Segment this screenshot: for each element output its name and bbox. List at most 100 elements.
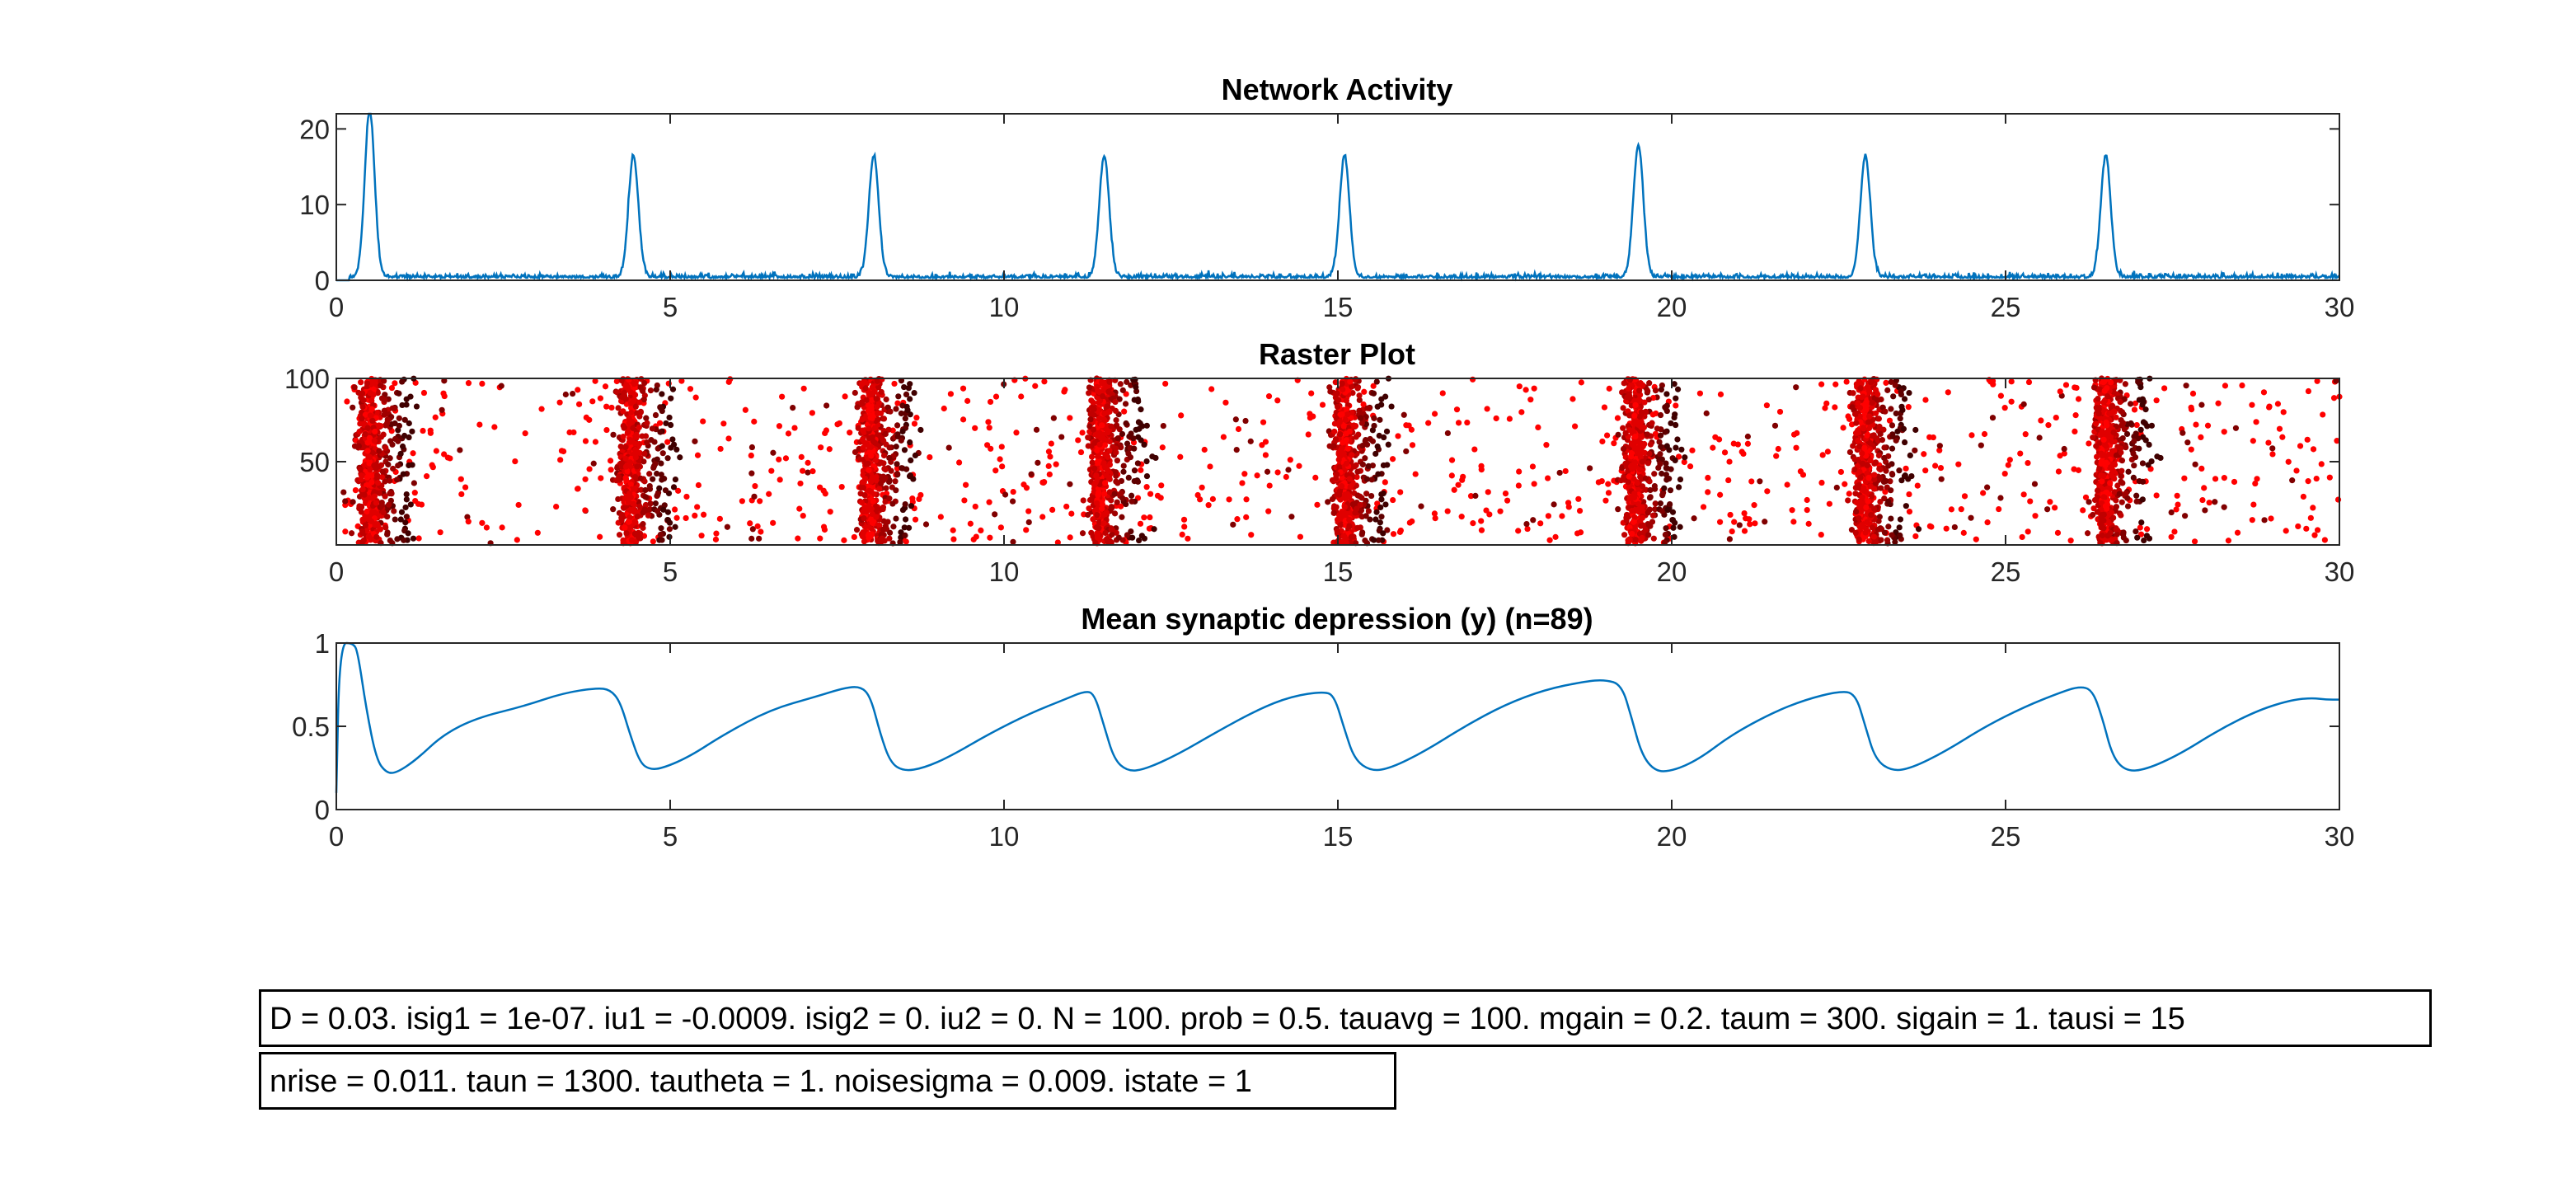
raster-spike xyxy=(637,475,644,481)
raster-spike xyxy=(1260,419,1267,425)
raster-spike xyxy=(902,516,909,523)
raster-spike xyxy=(1937,464,1945,472)
raster-spike xyxy=(1626,412,1633,419)
raster-spike xyxy=(1710,444,1716,451)
raster-spike xyxy=(1674,386,1682,392)
raster-spike xyxy=(1892,382,1898,388)
raster-spike xyxy=(560,448,567,455)
raster-spike xyxy=(865,407,871,414)
raster-spike xyxy=(512,458,518,465)
raster-spike xyxy=(1367,435,1373,443)
raster-spike xyxy=(1867,483,1874,490)
raster-spike xyxy=(1636,413,1643,420)
raster-spike xyxy=(391,508,397,514)
raster-spike xyxy=(1635,444,1642,451)
raster-spike xyxy=(1362,455,1368,462)
raster-spike xyxy=(1631,459,1639,466)
raster-spike xyxy=(2109,403,2116,410)
raster-spike xyxy=(1903,503,1909,509)
raster-spike xyxy=(2137,426,2144,433)
raster-spike xyxy=(1672,457,1678,464)
raster-spike xyxy=(1658,444,1664,450)
raster-spike xyxy=(439,406,445,413)
raster-spike xyxy=(1207,463,1213,470)
raster-spike xyxy=(1346,476,1353,482)
raster-spike xyxy=(861,514,867,522)
raster-spike xyxy=(1664,506,1671,514)
raster-spike xyxy=(652,411,659,419)
raster-spike xyxy=(1631,442,1637,449)
raster-spike xyxy=(1864,462,1871,469)
raster-spike xyxy=(687,386,694,392)
raster-spike xyxy=(868,397,875,404)
raster-spike xyxy=(1669,509,1677,515)
raster-spike xyxy=(2184,439,2191,446)
raster-spike xyxy=(622,383,629,389)
raster-spike xyxy=(1906,508,1913,515)
raster-spike xyxy=(1127,454,1134,461)
raster-spike xyxy=(437,529,443,536)
raster-spike xyxy=(1143,484,1150,491)
raster-spike xyxy=(359,528,366,534)
raster-spike xyxy=(673,446,680,453)
raster-spike xyxy=(522,430,528,437)
raster-spike xyxy=(348,530,355,537)
raster-spike xyxy=(1342,491,1349,498)
raster-spike xyxy=(1344,406,1350,412)
raster-spike xyxy=(1160,422,1166,430)
raster-spike xyxy=(1086,384,1093,391)
raster-spike xyxy=(1833,484,1840,491)
raster-spike xyxy=(670,484,678,491)
raster-spike xyxy=(2181,475,2188,481)
raster-spike xyxy=(586,466,593,472)
raster-spike xyxy=(1794,430,1800,436)
raster-spike xyxy=(2201,485,2208,491)
raster-spike xyxy=(1879,436,1886,444)
raster-spike xyxy=(409,428,415,434)
raster-spike xyxy=(1621,473,1627,481)
raster-spike xyxy=(1875,518,1882,524)
raster-spike xyxy=(2140,434,2147,440)
raster-spike xyxy=(1881,444,1888,451)
raster-spike xyxy=(1889,433,1896,440)
raster-spike xyxy=(1327,388,1334,395)
raster-spike xyxy=(1114,435,1121,442)
raster-spike xyxy=(371,493,378,500)
raster-spike xyxy=(2090,511,2096,519)
raster-spike xyxy=(622,463,630,470)
raster-spike xyxy=(876,522,883,528)
raster-spike xyxy=(647,387,655,394)
raster-spike xyxy=(1506,416,1513,422)
raster-spike xyxy=(2254,476,2260,482)
raster-spike xyxy=(1860,425,1866,431)
raster-spike xyxy=(869,384,875,391)
raster-spike xyxy=(1625,479,1631,486)
raster-spike xyxy=(873,514,880,520)
raster-spike xyxy=(1716,519,1724,525)
raster-spike xyxy=(1209,495,1216,502)
raster-spike xyxy=(632,474,639,481)
raster-spike xyxy=(479,519,486,526)
raster-spike xyxy=(1048,440,1054,447)
raster-spike xyxy=(1574,530,1581,537)
raster-spike xyxy=(1330,443,1337,449)
raster-spike xyxy=(1645,397,1652,403)
raster-spike xyxy=(1530,517,1537,524)
raster-spike xyxy=(2303,525,2310,532)
raster-spike xyxy=(748,535,755,542)
raster-spike xyxy=(1764,488,1771,495)
raster-spike xyxy=(1363,513,1369,519)
raster-spike xyxy=(899,465,905,472)
raster-spike xyxy=(1763,402,1770,409)
raster-spike xyxy=(1885,498,1892,505)
raster-spike xyxy=(627,389,634,396)
activity-x-tick-label: 15 xyxy=(1323,292,1354,322)
raster-spike xyxy=(2330,395,2338,401)
raster-spike xyxy=(613,378,620,385)
raster-spike xyxy=(1659,470,1665,477)
raster-spike xyxy=(1666,447,1673,453)
raster-spike xyxy=(1661,485,1668,491)
raster-spike xyxy=(420,427,426,434)
raster-spike xyxy=(1726,458,1733,465)
raster-spike xyxy=(658,472,664,478)
